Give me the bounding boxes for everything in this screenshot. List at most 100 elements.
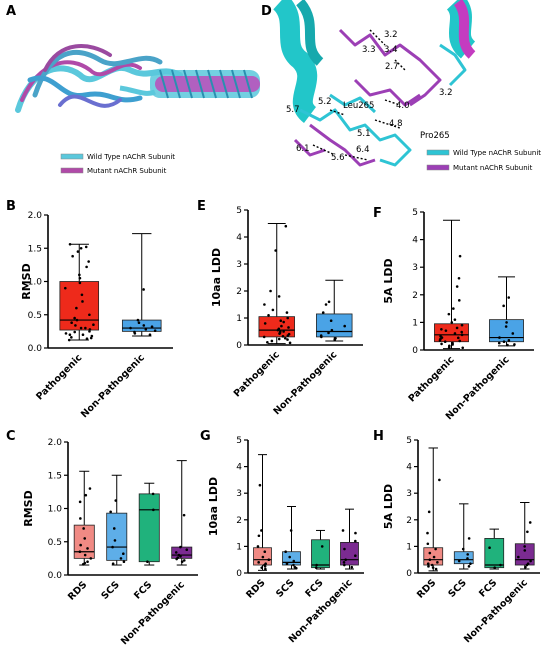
data-point <box>257 561 260 564</box>
data-point <box>63 286 67 290</box>
mutant-sticks-d-3 <box>353 78 421 107</box>
legend-label-wildtype-d: Wild Type nAChR Subunit <box>453 149 541 157</box>
data-point <box>179 545 182 549</box>
data-point <box>260 566 264 569</box>
data-point <box>504 325 508 328</box>
data-point <box>342 561 346 564</box>
distance-label-10: 5.1 <box>357 129 371 139</box>
data-point <box>458 254 462 258</box>
data-point <box>466 553 469 556</box>
data-point <box>261 555 265 559</box>
category-label: FCS <box>303 577 325 599</box>
y-tick-label: 5 <box>406 436 412 446</box>
data-point <box>263 550 267 554</box>
panel-letter-d: D <box>261 4 272 19</box>
data-point <box>286 338 289 341</box>
distance-lines-d <box>312 29 406 161</box>
data-point <box>280 324 283 328</box>
data-point <box>73 330 77 334</box>
y-tick-label: 1 <box>236 314 242 324</box>
data-point <box>497 341 501 345</box>
data-point <box>428 558 432 561</box>
data-point <box>453 318 457 321</box>
data-point <box>73 316 76 320</box>
y-tick-label: 3 <box>406 489 412 499</box>
data-point <box>517 555 520 559</box>
box-plot-panels: 0.00.51.01.52.0RMSDPathogenicNon-Pathoge… <box>20 206 540 647</box>
y-tick-label: 0 <box>412 346 418 356</box>
data-point <box>505 321 508 324</box>
box-body <box>59 281 100 331</box>
data-point <box>76 250 80 253</box>
data-point <box>136 318 140 322</box>
y-axis-title: RMSD <box>22 490 35 526</box>
panel-letter-a: A <box>6 4 16 19</box>
data-point <box>90 334 94 338</box>
data-point <box>87 260 90 263</box>
data-point <box>260 529 263 532</box>
panel-letter-b: B <box>6 199 16 214</box>
data-point <box>458 339 462 343</box>
y-tick-label: 2.0 <box>48 438 63 448</box>
chart-b: 0.0 0.5 1.0 1.5 2.0 RMSD PathogenicNon-Pathoge… <box>20 211 173 420</box>
category-label: SCS <box>274 577 297 600</box>
category-label: SCS <box>446 577 469 600</box>
box-body <box>311 539 330 569</box>
wildtype-ribbon-a-2 <box>32 50 163 98</box>
box-rds: RDS <box>415 447 444 601</box>
y-axis-title: 5A LDD <box>382 484 395 529</box>
data-point <box>283 336 287 340</box>
category-label: Non-Pathogenic <box>271 349 339 417</box>
data-point <box>274 249 277 252</box>
data-point <box>466 557 469 560</box>
box-body <box>282 551 301 566</box>
data-point <box>524 565 527 569</box>
data-point <box>262 335 266 339</box>
category-label: SCS <box>99 579 122 602</box>
data-point <box>92 323 95 327</box>
data-point <box>264 567 267 571</box>
data-point <box>185 548 189 552</box>
data-point <box>436 561 439 564</box>
data-point <box>144 328 148 331</box>
data-point <box>426 542 430 546</box>
data-point <box>84 493 88 497</box>
data-point <box>450 321 454 324</box>
category-label: RDS <box>244 577 267 600</box>
box-pathogenic: Pathogenic <box>232 223 295 399</box>
data-point <box>86 560 89 563</box>
y-tick-label: 2.0 <box>28 211 43 221</box>
data-point <box>86 547 89 550</box>
data-point <box>427 510 431 514</box>
distance-label-12: 5.6 <box>331 153 345 163</box>
legend-swatch-mutant-a <box>60 167 84 174</box>
mutant-sticks-d-2 <box>309 123 376 167</box>
data-point <box>498 336 501 339</box>
data-point <box>292 559 296 563</box>
box-rds: RDS <box>66 470 95 603</box>
data-point <box>344 558 347 561</box>
data-point <box>276 328 280 332</box>
data-point <box>488 546 491 550</box>
data-point <box>327 331 330 335</box>
data-point <box>438 339 442 342</box>
data-point <box>83 553 87 557</box>
data-point <box>528 521 532 524</box>
data-point <box>129 326 132 330</box>
box-body <box>138 493 160 563</box>
data-point <box>119 557 123 560</box>
legend-swatch-mutant-d <box>426 164 450 171</box>
data-point <box>523 545 526 548</box>
data-point <box>142 288 145 291</box>
box-non-pathogenic: Non-Pathogenic <box>462 502 535 645</box>
wildtype-sticks-d-1 <box>299 108 412 167</box>
data-point <box>354 539 357 543</box>
data-point <box>426 531 429 535</box>
mutant-sticks-d-1 <box>338 28 442 107</box>
data-point <box>286 316 290 320</box>
y-axis-title: 10aa LDD <box>207 477 220 536</box>
data-point <box>79 246 83 250</box>
data-point <box>150 325 154 329</box>
data-point <box>257 534 261 538</box>
